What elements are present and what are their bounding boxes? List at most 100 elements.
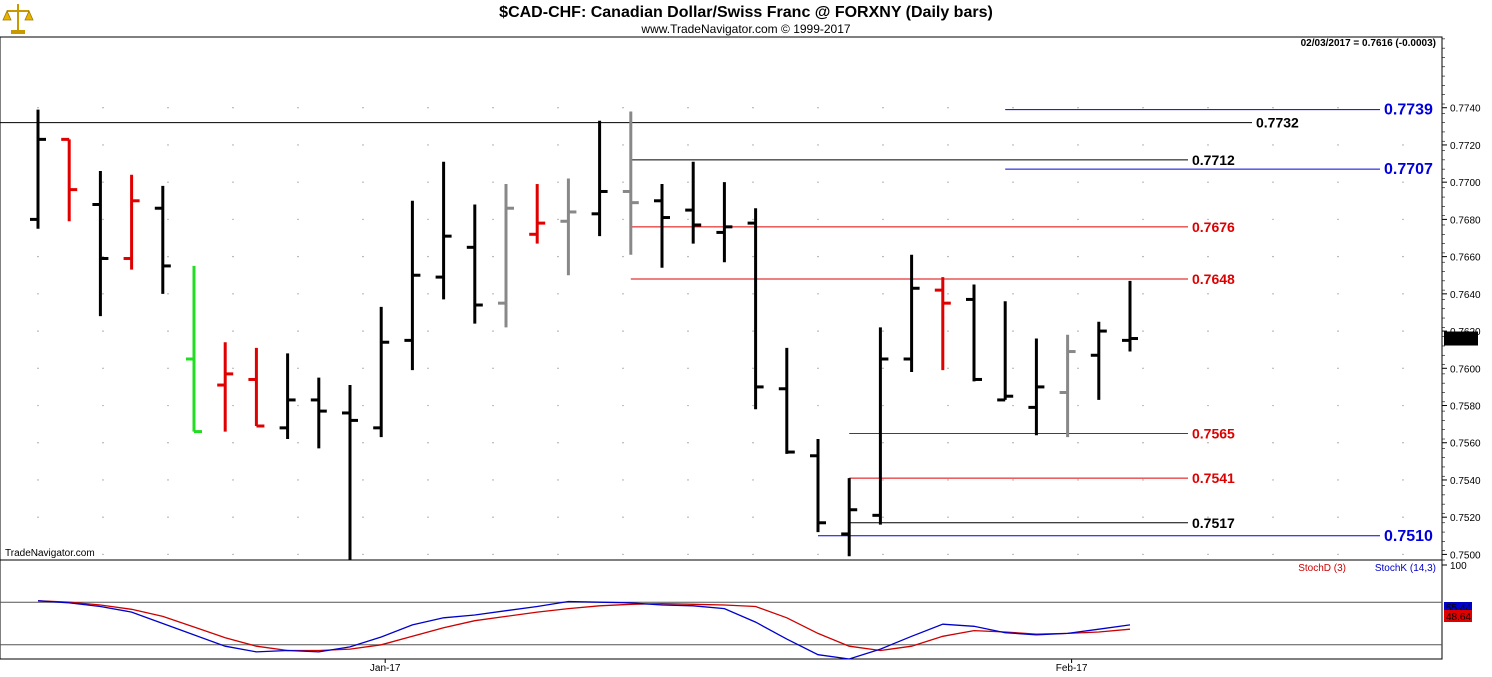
grid-dot [687, 330, 689, 332]
grid-dot [752, 442, 754, 444]
grid-dot [492, 218, 494, 221]
grid-dot [1402, 293, 1404, 295]
grid-dot [1142, 553, 1144, 556]
grid-dot [427, 367, 429, 369]
grid-dot [167, 442, 169, 444]
grid-dot [1337, 330, 1339, 332]
ohlc-bar [342, 385, 358, 560]
grid-dot [882, 442, 884, 444]
ohlc-bar [1028, 338, 1045, 436]
grid-dot [102, 479, 104, 481]
grid-dot [427, 442, 429, 444]
grid-dot [37, 442, 39, 444]
level-label: 0.7739 [1384, 102, 1433, 119]
grid-dot [37, 479, 39, 481]
grid-dot [687, 553, 689, 556]
grid-dot [492, 553, 494, 556]
ohlc-bar [654, 184, 670, 268]
grid-dot [947, 144, 949, 146]
grid-dot [102, 553, 104, 556]
last-price-label: 0.7616 [1446, 335, 1477, 346]
grid-dot [232, 404, 234, 407]
grid-dot [1402, 367, 1404, 369]
grid-dot [1142, 255, 1144, 258]
grid-dot [1142, 367, 1144, 369]
grid-dot [167, 479, 169, 481]
grid-dot [557, 181, 559, 183]
grid-dot [882, 330, 884, 332]
grid-dot [622, 293, 624, 295]
grid-dot [37, 107, 39, 109]
grid-dot [37, 516, 39, 518]
grid-dot [1012, 442, 1014, 444]
ohlc-bar [622, 111, 639, 255]
grid-dot [947, 404, 949, 407]
grid-dot [1077, 404, 1079, 407]
grid-dot [557, 293, 559, 295]
grid-dot [362, 516, 364, 518]
level-label: 0.7565 [1192, 425, 1235, 441]
grid-dot [752, 479, 754, 481]
grid-dot [167, 218, 169, 221]
grid-dot [1142, 516, 1144, 518]
price-grid [37, 107, 1404, 556]
ohlc-bar [966, 284, 982, 382]
grid-dot [1012, 404, 1014, 407]
y-tick-label: 0.7520 [1450, 513, 1481, 524]
chart-title: $CAD-CHF: Canadian Dollar/Swiss Franc @ … [499, 4, 993, 21]
grid-dot [1207, 367, 1209, 369]
grid-dot [622, 107, 624, 109]
ohlc-bar [529, 184, 546, 244]
grid-dot [1272, 181, 1274, 183]
grid-dot [1077, 255, 1079, 258]
grid-dot [1012, 218, 1014, 221]
grid-dot [37, 553, 39, 556]
grid-dot [102, 367, 104, 369]
grid-dot [492, 404, 494, 407]
grid-dot [557, 479, 559, 481]
grid-dot [882, 181, 884, 183]
y-tick-label: 0.7600 [1450, 364, 1481, 375]
grid-dot [1402, 516, 1404, 518]
ohlc-bar [217, 342, 234, 432]
grid-dot [232, 516, 234, 518]
stochd-last-value: 48.64 [1446, 612, 1471, 623]
grid-dot [1142, 442, 1144, 444]
grid-dot [167, 144, 169, 146]
grid-dot [947, 479, 949, 481]
grid-dot [37, 330, 39, 332]
grid-dot [557, 255, 559, 258]
grid-dot [1077, 516, 1079, 518]
y-tick-label: 0.7700 [1450, 178, 1481, 189]
grid-dot [557, 367, 559, 369]
grid-dot [882, 144, 884, 146]
y-tick-label: 0.7640 [1450, 290, 1481, 301]
level-label: 0.7712 [1192, 152, 1235, 168]
grid-dot [297, 367, 299, 369]
grid-dot [1077, 107, 1079, 109]
ohlc-bar [903, 254, 920, 373]
stoch-panel [0, 559, 1443, 660]
ohlc-bar [404, 200, 421, 371]
grid-dot [1207, 330, 1209, 332]
grid-dot [167, 367, 169, 369]
last-quote: 02/03/2017 = 0.7616 (-0.0003) [1301, 38, 1436, 49]
price-bars [30, 109, 1138, 560]
grid-dot [947, 181, 949, 183]
grid-dot [1012, 553, 1014, 556]
grid-dot [1402, 255, 1404, 258]
ohlc-bar [716, 182, 733, 263]
ohlc-bar [872, 327, 889, 525]
grid-dot [752, 218, 754, 221]
grid-dot [557, 107, 559, 109]
grid-dot [1272, 107, 1274, 109]
grid-dot [297, 293, 299, 295]
ohlc-bar [154, 185, 171, 294]
grid-dot [1207, 293, 1209, 295]
grid-dot [1207, 255, 1209, 258]
grid-dot [817, 107, 819, 109]
grid-dot [1142, 293, 1144, 295]
grid-dot [1077, 218, 1079, 221]
stoch-axis-100: 100 [1450, 561, 1467, 572]
stoch-lines [37, 600, 1131, 660]
